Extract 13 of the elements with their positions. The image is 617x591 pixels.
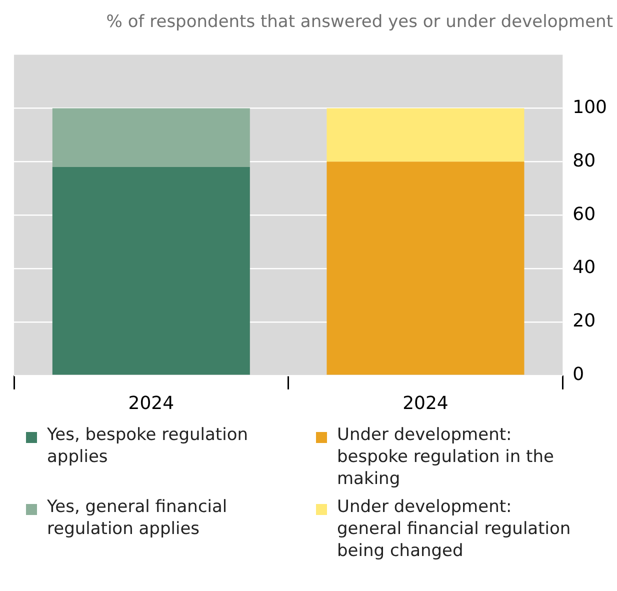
y-tick-label: 60 [572,204,596,225]
y-tick-label: 0 [572,364,584,386]
legend-label: Under development: bespoke regulation in the making [337,424,555,490]
legend-label: Yes, general financial regulation applies [47,496,228,540]
legend-label: Yes, bespoke regulation applies [47,424,249,468]
x-tick-label: 2024 [128,392,174,414]
y-tick-label: 100 [572,96,608,118]
legend-label: Under development: general financial regulation being changed [337,496,572,563]
y-tick-label: 80 [572,150,596,172]
x-tick-label: 2024 [402,392,448,414]
y-tick-label: 20 [572,310,596,332]
y-tick-label: 40 [572,257,596,278]
chart-subtitle: % of respondents that answered yes or under development [106,12,613,32]
